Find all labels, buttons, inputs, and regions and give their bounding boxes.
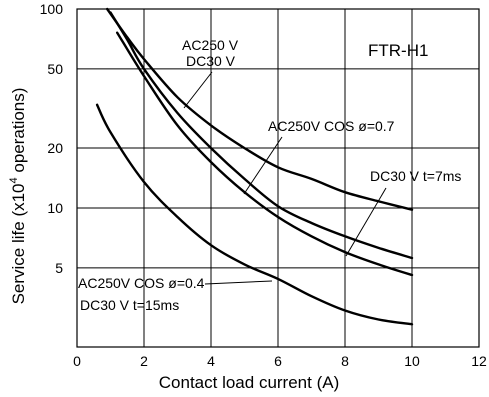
annotation-leader-1 [243,136,283,195]
x-tick-label-0: 0 [73,353,81,369]
plot-border [76,8,480,348]
annotation-leader-3 [204,280,273,285]
annotation-cos04-line1: AC250V COS ø=0.4 [78,275,205,291]
y-tick-label-100: 100 [40,1,64,17]
y-axis-label: Service life (x104 operations) [8,88,28,305]
plot-frame [76,8,480,348]
annotation-leaders [183,71,387,285]
series-line-0 [106,7,414,211]
tick-labels: 0 2 4 6 8 10 12 5 10 20 50 100 [40,1,487,369]
x-tick-label-12: 12 [471,353,487,369]
annotation-ac250-dc30-line1: AC250 V [182,37,239,53]
chart-title: FTR-H1 [368,41,428,60]
annotation-labels: AC250 V DC30 V AC250V COS ø=0.7 DC30 V t… [78,37,461,313]
x-tick-label-2: 2 [140,353,148,369]
x-tick-label-6: 6 [274,353,282,369]
annotation-ac250-dc30-line2: DC30 V [186,53,236,69]
x-axis-label: Contact load current (A) [159,373,339,392]
y-tick-label-5: 5 [55,260,63,276]
annotation-leader-2 [345,187,387,257]
annotation-cos07: AC250V COS ø=0.7 [268,118,395,134]
x-tick-label-8: 8 [341,353,349,369]
series-line-3 [95,103,414,326]
series-line-1 [109,11,414,260]
x-tick-label-10: 10 [404,353,420,369]
series-curves [95,7,414,326]
grid-lines [77,9,479,347]
annotation-leader-0 [183,71,213,109]
y-tick-label-10: 10 [47,200,63,216]
x-tick-label-4: 4 [207,353,215,369]
annotation-cos04-line2: DC30 V t=15ms [80,297,179,313]
annotation-dc30-7ms: DC30 V t=7ms [370,168,461,184]
series-line-2 [116,31,414,277]
y-tick-label-20: 20 [47,140,63,156]
y-tick-label-50: 50 [47,61,63,77]
